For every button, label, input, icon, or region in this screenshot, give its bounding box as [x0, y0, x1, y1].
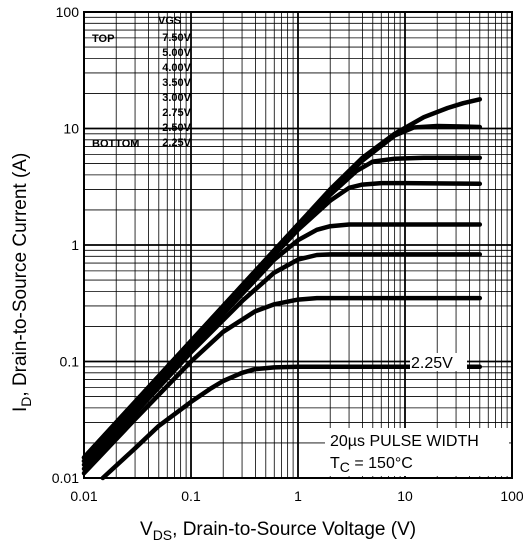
y-tick-label: 10 — [63, 121, 79, 137]
y-tick-label: 0.1 — [60, 354, 80, 370]
series-line-2-25V — [100, 364, 483, 481]
y-tick-label: 0.01 — [52, 470, 79, 486]
series-group — [81, 97, 483, 481]
x-axis-title: VDS, Drain-to-Source Voltage (V) — [140, 519, 416, 543]
y-axis-title-sub: D — [18, 397, 34, 407]
note-pulse-width: 20µs PULSE WIDTH — [330, 433, 479, 450]
legend-entry: 3.00V — [162, 92, 191, 104]
legend-entry: 2.75V — [162, 107, 191, 119]
legend-entry: 5.00V — [162, 47, 191, 59]
legend-entry: 7.50V — [162, 32, 191, 44]
note-temp-sub: C — [340, 459, 350, 475]
y-axis-title-rest: , Drain-to-Source Current (A) — [10, 153, 31, 397]
x-axis-title-sub: DS — [153, 527, 172, 543]
series-line-3-00V — [81, 222, 483, 467]
x-tick-label: 10 — [397, 488, 413, 504]
series-line-2-75V — [81, 252, 483, 472]
y-axis-title-main: I — [10, 407, 31, 412]
legend-top-label: TOP — [92, 33, 114, 45]
x-tick-label: 0.1 — [181, 488, 201, 504]
legend-entries: 7.50V 5.00V 4.00V 3.50V 3.00V 2.75V 2.50V 2.25V — [162, 32, 191, 149]
legend-entry: 2.25V — [162, 137, 191, 149]
x-tick-label: 100 — [500, 488, 523, 504]
plot-frame — [83, 11, 513, 479]
y-axis-title: ID, Drain-to-Source Current (A) — [10, 153, 34, 412]
legend-entry: 4.00V — [162, 62, 191, 74]
curve-label-background — [410, 353, 467, 371]
series-line-5-00V — [81, 123, 483, 460]
note-temp-main: T — [330, 455, 340, 472]
note-background — [325, 428, 509, 476]
y-tick-label: 100 — [56, 4, 80, 20]
x-tick-label: 1 — [294, 488, 302, 504]
note-temp-rest: = 150°C — [350, 455, 413, 472]
x-axis-title-rest: , Drain-to-Source Voltage (V) — [172, 519, 416, 540]
series-line-3-50V — [81, 180, 483, 464]
grid — [83, 12, 512, 479]
legend-entry: 3.50V — [162, 77, 191, 89]
x-tick-label: 0.01 — [70, 488, 97, 504]
legend: VGS TOP BOTTOM 7.50V 5.00V 4.00V 3.50V 3.00V… — [92, 15, 192, 150]
series-line-2-50V — [81, 295, 483, 476]
legend-bottom-label: BOTTOM — [92, 138, 139, 150]
note-temperature: TC = 150°C — [330, 455, 413, 475]
tick-labels: 0.01 0.1 1 10 100 0.01 0.1 1 10 100 — [52, 4, 523, 504]
x-axis-title-main: V — [140, 519, 153, 540]
legend-header: VGS — [158, 15, 181, 27]
y-tick-label: 1 — [71, 237, 79, 253]
curve-label: 2.25V — [411, 355, 453, 372]
legend-entry: 2.50V — [162, 122, 191, 134]
